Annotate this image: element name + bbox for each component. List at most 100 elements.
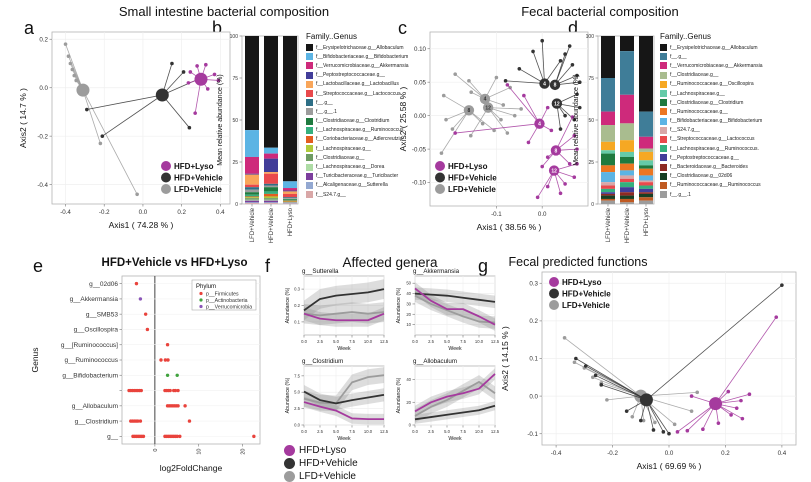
svg-text:5.0: 5.0	[294, 390, 300, 395]
svg-text:10.0: 10.0	[475, 429, 484, 434]
taxa-legend-item: f__.g__.1	[306, 107, 409, 116]
foldchange-point	[176, 388, 180, 393]
legend-dot	[284, 458, 295, 469]
bar-segment	[283, 200, 297, 202]
svg-text:g__Clostridium: g__Clostridium	[75, 418, 118, 425]
color-swatch	[660, 135, 667, 143]
bar-segment	[283, 198, 297, 199]
foldchange-point	[139, 388, 143, 393]
taxa-label: f__.g__	[316, 99, 333, 106]
confidence-band	[415, 375, 495, 423]
spoke-line	[505, 80, 545, 84]
color-swatch	[660, 108, 667, 116]
bar-segment	[639, 193, 653, 198]
color-swatch	[306, 135, 313, 143]
taxa-label: f__Lachnospiraceae.g__Ruminococcus.	[316, 127, 405, 134]
svg-text:-0.05: -0.05	[412, 146, 427, 153]
svg-text:LFD+Vehicle: LFD+Vehicle	[606, 207, 612, 242]
sample-point	[689, 394, 694, 398]
taxa-legend-title: Family..Genus	[306, 32, 357, 41]
foldchange-point	[183, 404, 187, 408]
color-swatch	[306, 154, 313, 162]
svg-text:0.3: 0.3	[294, 287, 300, 292]
svg-text:7.5: 7.5	[460, 429, 466, 434]
sample-point	[562, 336, 567, 340]
color-swatch	[306, 145, 313, 153]
taxa-legend-item: f__Lachnospiraceae.g__Dorea	[306, 162, 409, 171]
sample-point	[739, 398, 743, 403]
taxa-legend-item: f__Peptostreptococcaceae.g__	[306, 71, 409, 80]
confidence-band	[415, 282, 495, 331]
taxa-label: f__Clostridiaceae.g__02d06	[670, 173, 733, 180]
taxa-label: f__Verrucomicrobiaceae.g__Akkermansia	[316, 62, 409, 69]
foldchange-point	[173, 388, 178, 393]
bar-segment	[601, 198, 615, 201]
sample-point	[667, 431, 671, 436]
sample-point	[774, 315, 779, 319]
sample-point	[444, 117, 448, 122]
panel-f-clostridium-plot: 0.0 2.5 5.0 7.5 10.0 12.5 0.0 2.5 5.0 7.5 Week Abun…	[285, 358, 389, 442]
taxa-label: f__.g__.1	[316, 108, 337, 115]
series-line	[414, 404, 496, 421]
svg-text:0.4: 0.4	[216, 209, 225, 216]
bar-segment	[620, 36, 634, 52]
svg-text:HFD+Vehicle: HFD+Vehicle	[448, 173, 497, 182]
bar-segment	[620, 94, 634, 124]
taxa-label: f__Clostridiaceae.g__	[670, 72, 719, 79]
svg-text:Phylum: Phylum	[196, 284, 216, 290]
taxa-label: f__Ruminococcaceae.g__Oscillospira	[670, 81, 754, 88]
sample-point	[467, 79, 471, 83]
sample-point	[716, 421, 721, 425]
taxa-label: f__Streptococcaceae.g__Lactococcus	[316, 90, 401, 97]
foldchange-point	[136, 419, 140, 423]
sample-point	[503, 79, 508, 83]
foldchange-point	[138, 419, 143, 423]
foldchange-point	[141, 434, 146, 439]
bar-segment	[264, 203, 278, 204]
taxa-label: f__Clostridiaceae.g__Clostridium	[670, 99, 744, 106]
taxa-legend-item: f__Clostridiaceae.g__02d06	[660, 172, 763, 181]
sample-point	[100, 134, 105, 138]
taxa-label: f__Lactobacillaceae.g__Lactobacillus	[316, 81, 399, 88]
svg-text:75: 75	[588, 76, 594, 82]
sample-point	[591, 375, 595, 380]
spoke-line	[102, 94, 163, 137]
svg-text:g__[Ruminococcus]: g__[Ruminococcus]	[61, 342, 118, 349]
bar-segment	[264, 199, 278, 201]
series-line	[414, 287, 496, 326]
svg-text:75: 75	[232, 76, 238, 82]
svg-text:-0.1: -0.1	[491, 211, 502, 218]
group-legend-item: HFD+Lyso	[284, 444, 358, 457]
svg-text:10.0: 10.0	[475, 339, 484, 344]
svg-text:Abundance (%): Abundance (%)	[285, 287, 291, 323]
svg-text:0.0: 0.0	[139, 209, 148, 216]
sample-point	[72, 73, 77, 78]
spoke-line	[554, 45, 571, 86]
svg-text:Abundance (%): Abundance (%)	[396, 287, 402, 323]
spoke-line	[523, 95, 540, 124]
svg-text:HFD+Lyso: HFD+Lyso	[562, 278, 602, 287]
svg-text:40: 40	[406, 291, 411, 296]
group-centroid	[155, 88, 169, 102]
panel-letter-b: b	[212, 18, 223, 38]
svg-text:2.5: 2.5	[428, 429, 434, 434]
bar-segment	[620, 140, 634, 152]
bar-segment	[620, 192, 634, 196]
bar-segment	[639, 151, 653, 161]
bar-segment	[264, 196, 278, 199]
bar-segment	[601, 150, 615, 154]
svg-text:p__Firmicutes: p__Firmicutes	[206, 292, 239, 298]
spoke-line	[555, 116, 573, 151]
color-swatch	[306, 108, 313, 116]
taxa-legend-item: f__Lachnospiraceae.g__	[306, 144, 409, 153]
svg-text:50: 50	[232, 118, 238, 124]
svg-text:5.0: 5.0	[444, 339, 450, 344]
bar-segment	[264, 198, 278, 200]
bar-segment	[639, 168, 653, 176]
svg-text:-0.4: -0.4	[37, 182, 48, 189]
svg-text:0: 0	[235, 202, 238, 208]
sample-point	[187, 125, 192, 130]
bar-segment	[639, 188, 653, 193]
